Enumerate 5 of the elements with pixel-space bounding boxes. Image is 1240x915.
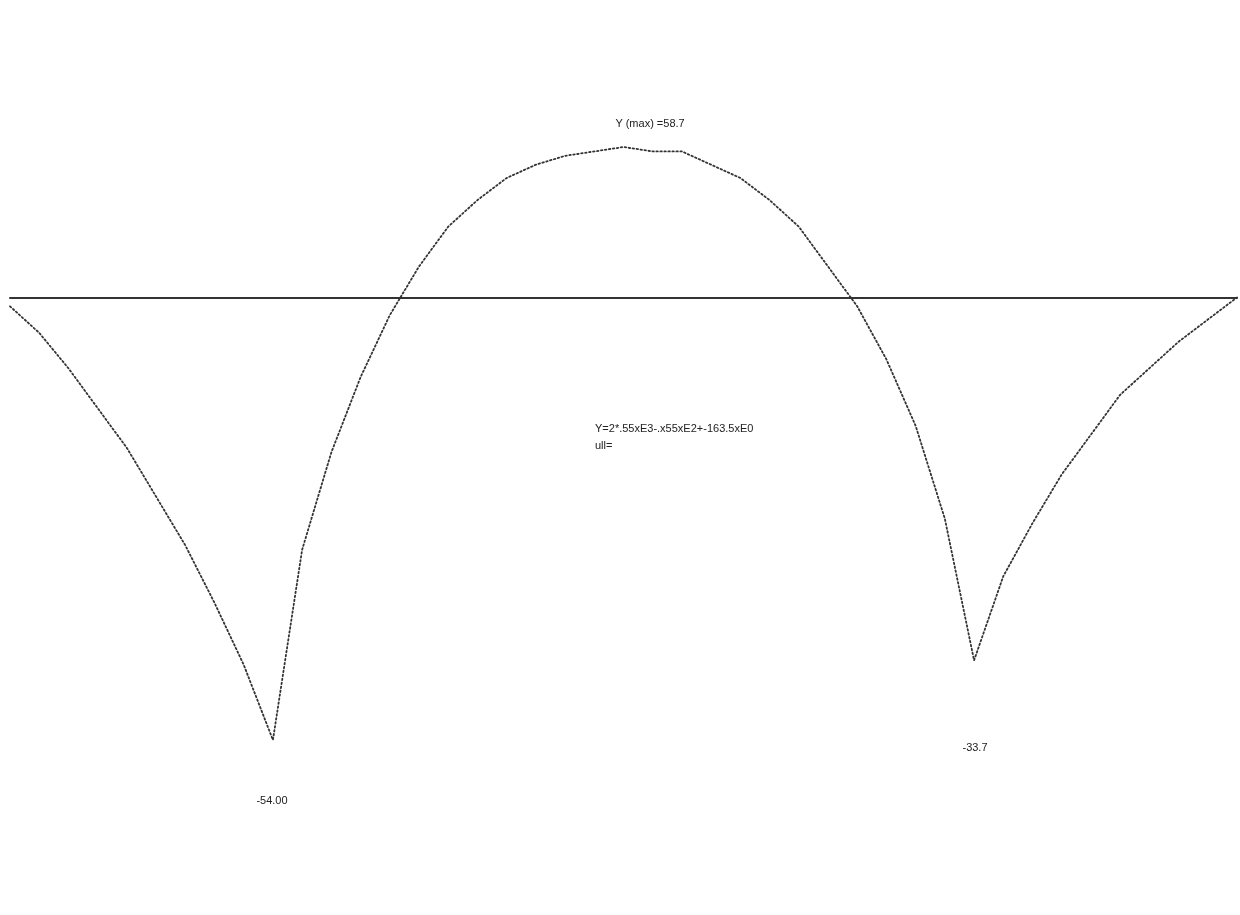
annotation: ull= [595, 439, 613, 451]
annotation: Y (max) =58.7 [615, 117, 685, 129]
text: -33.7 [962, 741, 988, 753]
annotation: Y=2*.55xE3-.x55xE2+-163.5xE0 [595, 422, 754, 434]
text: -54.00 [256, 794, 288, 806]
